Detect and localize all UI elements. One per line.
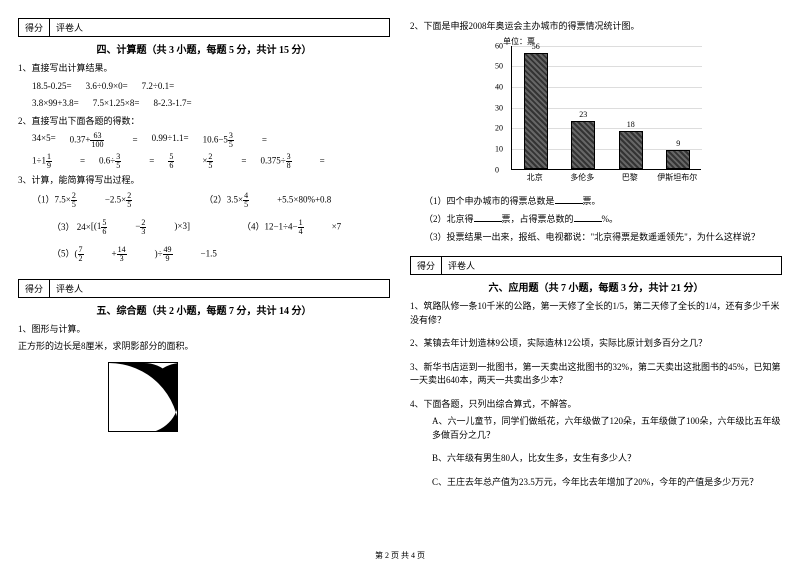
expr: （5）(72+143)÷499−1.5	[52, 246, 217, 263]
s6-q4b: B、六年级有男生80人，比女生多，女生有多少人？	[410, 452, 782, 466]
chart-sub-q1: （1）四个申办城市的得票总数是票。	[410, 194, 782, 209]
q4-1-row1: 18.5-0.25= 3.6÷0.9×0= 7.2÷0.1=	[18, 80, 390, 94]
q4-3: 3、计算，能简算得写出过程。	[18, 174, 390, 188]
s6-q4c: C、王庄去年总产值为23.5万元，今年比去年增加了20%，今年的产值是多少万元？	[410, 476, 782, 490]
expr: （2）3.5×45+5.5×80%+0.8	[204, 192, 331, 209]
chart-sub-q2: （2）北京得票，占得票总数的%。	[410, 212, 782, 227]
expr: （1）7.5×25−2.5×25	[32, 192, 160, 209]
s6-q4: 4、下面各题，只列出综合算式，不解答。	[410, 398, 782, 412]
expr: （3） 24×[(156−23)×3]	[52, 219, 204, 236]
expr: 0.99÷1.1=	[152, 132, 189, 149]
expr: 0.375÷38=	[260, 153, 324, 170]
calc-item: 3.6÷0.9×0=	[86, 80, 128, 94]
shaded-figure	[108, 362, 178, 432]
q4-3-row2: （3） 24×[(156−23)×3] （4）12−1÷4−14×7	[18, 219, 390, 236]
calc-item: 7.2÷0.1=	[142, 80, 175, 94]
expr: 0.6÷35=	[99, 153, 154, 170]
score-label: 得分	[411, 257, 442, 274]
q5-1: 1、图形与计算。	[18, 323, 390, 337]
q4-1-row2: 3.8×99+3.8= 7.5×1.25×8= 8-2.3-1.7=	[18, 97, 390, 111]
q5-1b: 正方形的边长是8厘米，求阴影部分的面积。	[18, 340, 390, 354]
calc-item: 18.5-0.25=	[32, 80, 72, 94]
expr: 0.37+63100=	[70, 132, 138, 149]
calc-item: 3.8×99+3.8=	[32, 97, 79, 111]
page-footer: 第 2 页 共 4 页	[0, 550, 800, 561]
chart-sub-q3: （3）投票结果一出来，报纸、电视都说："北京得票是数遥遥领先"，为什么这样说？	[410, 231, 782, 245]
section6-title: 六、应用题（共 7 小题，每题 3 分，共计 21 分）	[410, 279, 782, 294]
grader-label: 评卷人	[442, 257, 481, 274]
s6-q3: 3、新华书店运到一批图书，第一天卖出这批图书的32%，第二天卖出这批图书的45%…	[410, 361, 782, 388]
score-label: 得分	[19, 19, 50, 36]
q4-1: 1、直接写出计算结果。	[18, 62, 390, 76]
chart-question-title: 2、下面是申报2008年奥运会主办城市的得票情况统计图。	[410, 20, 782, 34]
calc-item: 7.5×1.25×8=	[93, 97, 140, 111]
score-box-6: 得分 评卷人	[410, 256, 782, 275]
score-label: 得分	[19, 280, 50, 297]
expr: （4）12−1÷4−14×7	[242, 219, 341, 236]
s6-q2: 2、某镇去年计划造林9公顷，实际造林12公顷，实际比原计划多百分之几？	[410, 337, 782, 351]
q4-2-row1: 34×5= 0.37+63100= 0.99÷1.1= 10.6−535=	[18, 132, 390, 149]
q4-2: 2、直接写出下面各题的得数：	[18, 115, 390, 129]
section5-title: 五、综合题（共 2 小题，每题 7 分，共计 14 分）	[18, 302, 390, 317]
s6-q4a: A、六一儿童节，同学们做纸花，六年级做了120朵，五年级做了100朵，六年级比五…	[410, 415, 782, 442]
q4-3-row3: （5）(72+143)÷499−1.5	[18, 246, 390, 263]
vote-bar-chart: 单位：票 5623189 0102030405060北京多伦多巴黎伊斯坦布尔	[481, 40, 711, 190]
expr: 56×25=	[168, 153, 246, 170]
expr: 1÷119=	[32, 153, 85, 170]
grader-label: 评卷人	[50, 280, 89, 297]
q4-3-row1: （1）7.5×25−2.5×25 （2）3.5×45+5.5×80%+0.8	[18, 192, 390, 209]
calc-item: 8-2.3-1.7=	[153, 97, 191, 111]
chart-axis: 5623189	[511, 46, 701, 170]
expr: 34×5=	[32, 132, 56, 149]
s6-q1: 1、筑路队修一条10千米的公路，第一天修了全长的1/5，第二天修了全长的1/4，…	[410, 300, 782, 327]
grader-label: 评卷人	[50, 19, 89, 36]
score-box-4: 得分 评卷人	[18, 18, 390, 37]
section4-title: 四、计算题（共 3 小题，每题 5 分，共计 15 分）	[18, 41, 390, 56]
expr: 10.6−535=	[203, 132, 267, 149]
q4-2-row2: 1÷119= 0.6÷35= 56×25= 0.375÷38=	[18, 153, 390, 170]
score-box-5: 得分 评卷人	[18, 279, 390, 298]
